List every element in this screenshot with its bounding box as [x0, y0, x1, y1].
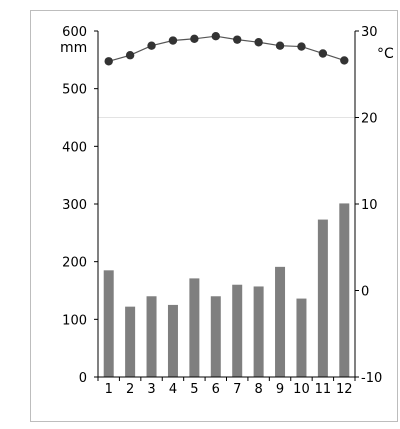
temperature-point-6: [211, 31, 220, 41]
precipitation-bars: [103, 203, 350, 377]
right-tick-label-0: 0: [361, 285, 369, 300]
precip-bar-8: [253, 286, 264, 377]
precip-bar-1: [103, 270, 114, 377]
precip-bar-5: [189, 278, 200, 377]
temperature-line: [104, 31, 349, 66]
precip-bar-2: [125, 306, 136, 377]
x-tick-label-4: 4: [169, 382, 177, 397]
temperature-point-11: [318, 49, 328, 58]
x-tick-label-3: 3: [147, 382, 155, 397]
temperature-point-10: [297, 42, 306, 51]
x-tick-label-7: 7: [233, 382, 241, 397]
temperature-point-5: [190, 34, 199, 43]
temperature-point-8: [254, 38, 263, 47]
temperature-point-7: [233, 35, 242, 44]
left-tick-label-100: 100: [62, 313, 87, 328]
left-tick-label-0: 0: [79, 371, 87, 386]
left-tick-label-600: 600: [62, 25, 87, 40]
right-tick-label-10: 10: [361, 198, 378, 213]
right-tick-label--10: -10: [361, 371, 382, 386]
right-tick-label-30: 30: [361, 25, 378, 40]
temperature-polyline: [108, 35, 345, 62]
temperature-point-9: [275, 41, 285, 50]
x-tick-label-6: 6: [212, 382, 220, 397]
precip-bar-7: [232, 284, 243, 377]
x-tick-label-11: 11: [315, 382, 332, 397]
x-tick-label-8: 8: [254, 382, 262, 397]
precip-bar-12: [339, 203, 350, 377]
precip-bar-3: [146, 296, 157, 377]
precip-bar-10: [296, 298, 307, 377]
precip-bar-4: [167, 304, 178, 377]
x-tick-label-1: 1: [105, 382, 113, 397]
temperature-point-1: [104, 57, 113, 66]
left-tick-label-500: 500: [62, 83, 87, 98]
left-tick-label-300: 300: [62, 198, 87, 213]
temperature-point-12: [340, 56, 349, 65]
left-tick-label-200: 200: [62, 256, 87, 271]
precip-bar-11: [317, 219, 328, 377]
x-tick-label-12: 12: [336, 382, 353, 397]
axes-layer: [94, 30, 359, 381]
right-tick-label-20: 20: [361, 112, 378, 127]
left-tick-label-400: 400: [62, 140, 87, 155]
x-tick-label-10: 10: [293, 382, 310, 397]
x-tick-label-2: 2: [126, 382, 134, 397]
temperature-point-2: [125, 51, 135, 60]
temperature-point-3: [147, 41, 156, 50]
precip-bar-9: [275, 266, 286, 377]
x-tick-label-5: 5: [190, 382, 198, 397]
precip-bar-6: [210, 296, 221, 377]
temperature-point-4: [168, 36, 178, 45]
right-axis-unit: °C: [377, 46, 394, 62]
x-tick-label-9: 9: [276, 382, 284, 397]
left-axis-unit: mm: [60, 40, 87, 56]
